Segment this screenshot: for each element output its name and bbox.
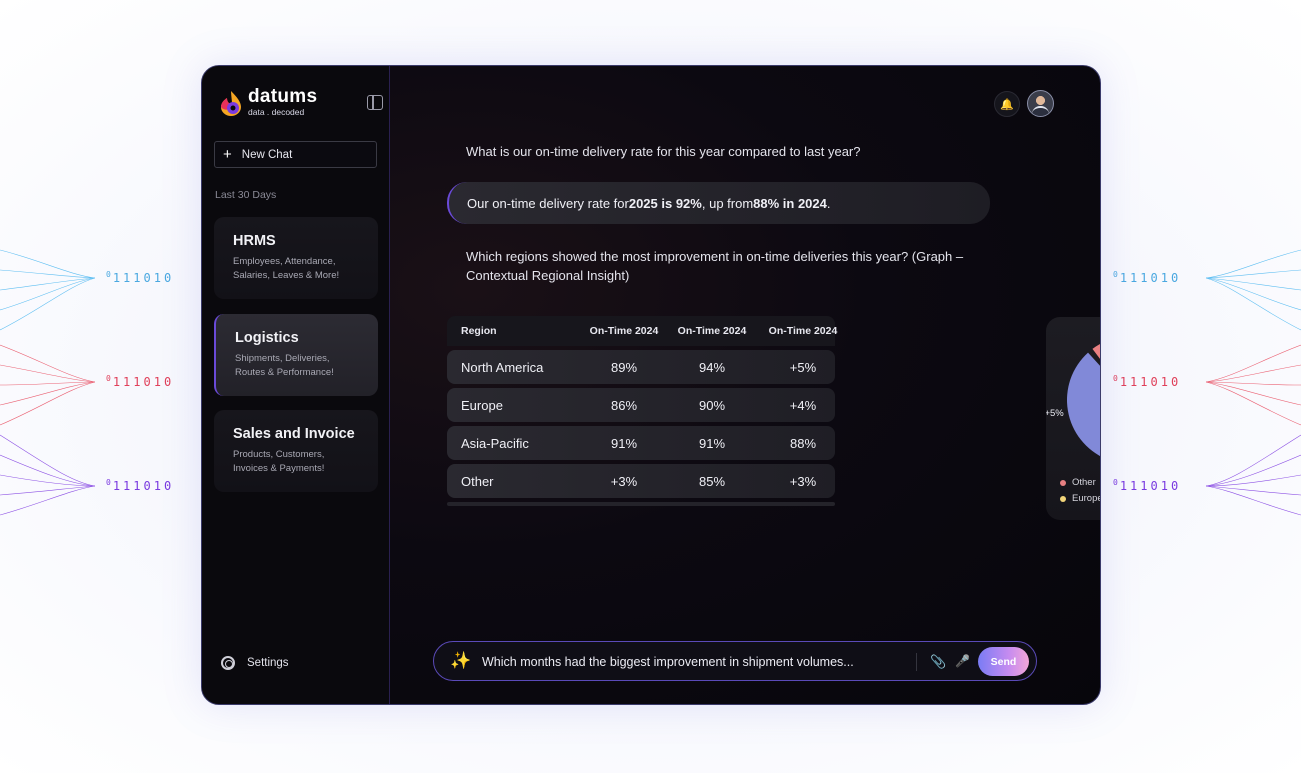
table-cell: 90% [698, 397, 726, 413]
regional-table: Region On-Time 2024 On-Time 2024 On-Time… [447, 316, 837, 506]
avatar[interactable] [1027, 90, 1054, 117]
sidebar-item-hrms[interactable]: HRMS Employees, Attendance, Salaries, Le… [214, 217, 378, 299]
table-header-cell: Region [461, 325, 497, 337]
answer-highlight-2025: 2025 is 92% [628, 195, 702, 211]
legend-swatch [1060, 495, 1066, 502]
sidebar-item-title: Sales and Invoice [233, 426, 355, 442]
send-button[interactable]: Send [978, 647, 1029, 676]
binary-text-right-3: 0111010 [1113, 478, 1182, 493]
table-row: Other +3% 85% +3% [447, 464, 835, 498]
legend-label: Europe [1072, 493, 1101, 504]
app-window: datums data . decoded + New Chat Last 30… [201, 65, 1101, 705]
table-cell: Other [461, 473, 494, 489]
table-cell: 88% [789, 435, 817, 451]
binary-text-right-2: 0111010 [1113, 374, 1182, 389]
chart-legend: OtherAsia PacificEuropeNorth America [1060, 477, 1101, 504]
table-cell: Europe [461, 397, 503, 413]
table-row: Asia-Pacific 91% 91% 88% [447, 426, 835, 460]
plus-icon: + [223, 146, 232, 163]
table-cell: +3% [610, 473, 638, 489]
binary-text-left-3: 0111010 [106, 478, 175, 493]
sidebar-item-desc: Products, Customers, Invoices & Payments… [233, 449, 325, 474]
table-cell: Asia-Pacific [461, 435, 529, 451]
table-header-cell: On-Time 2024 [677, 325, 747, 337]
chat-input[interactable] [482, 652, 902, 672]
assistant-answer: Our on-time delivery rate for 2025 is 92… [447, 182, 990, 224]
table-cell: 86% [610, 397, 638, 413]
settings-button[interactable]: Settings [221, 656, 289, 670]
sidebar-item-desc: Shipments, Deliveries, Routes & Performa… [235, 353, 334, 378]
donut-label-north-america: +5% [1046, 408, 1064, 419]
table-cell: 91% [610, 435, 638, 451]
sidebar-collapse-icon[interactable] [367, 95, 383, 110]
attachment-icon[interactable]: 📎 [930, 654, 947, 669]
donut-chart: +3%+3%+4%+5% [1046, 344, 1100, 456]
divider [916, 653, 917, 671]
donut-slice-other [1092, 344, 1100, 359]
sidebar-item-logistics[interactable]: Logistics Shipments, Deliveries, Routes … [214, 314, 378, 396]
donut-chart-card: +3%+3%+4%+5% OtherAsia PacificEuropeNort… [1046, 317, 1101, 520]
legend-item-other: Other [1060, 477, 1100, 488]
table-scrollbar[interactable] [447, 502, 835, 506]
table-cell: +5% [789, 359, 817, 375]
sidebar-item-desc: Employees, Attendance, Salaries, Leaves … [233, 256, 340, 281]
decorative-fan-right [1205, 249, 1301, 516]
table-row: North America 89% 94% +5% [447, 350, 835, 384]
datums-logo-icon [221, 90, 241, 116]
table-cell: +4% [789, 397, 817, 413]
sidebar-item-title: Logistics [235, 330, 299, 346]
logo-tagline: data . decoded [248, 107, 305, 117]
table-cell: 91% [698, 435, 726, 451]
chat-composer: ✨ 📎 🎤 Send [433, 641, 1037, 681]
table-cell: 85% [698, 473, 726, 489]
gear-icon [221, 656, 235, 670]
binary-text-left-2: 0111010 [106, 374, 175, 389]
table-cell: +3% [789, 473, 817, 489]
user-question-1: What is our on-time delivery rate for th… [466, 144, 861, 159]
logo-title: datums [248, 86, 318, 107]
microphone-icon[interactable]: 🎤 [955, 654, 970, 668]
new-chat-label: New Chat [241, 148, 293, 161]
logo[interactable]: datums data . decoded [220, 86, 318, 117]
table-header-cell: On-Time 2024 [768, 325, 838, 337]
sidebar: datums data . decoded + New Chat Last 30… [202, 66, 390, 704]
table-header-cell: On-Time 2024 [589, 325, 659, 337]
binary-text-right-1: 0111010 [1113, 270, 1182, 285]
legend-label: Other [1072, 477, 1096, 488]
answer-text-post: . [826, 195, 831, 211]
table-cell: 89% [610, 359, 638, 375]
bell-icon[interactable]: 🔔 [994, 91, 1020, 117]
decorative-fan-left [0, 249, 96, 516]
chat-main: 🔔 What is our on-time delivery rate for … [391, 66, 1101, 704]
legend-swatch [1060, 479, 1066, 486]
table-row: Europe 86% 90% +4% [447, 388, 835, 422]
sidebar-item-title: HRMS [233, 233, 276, 249]
user-question-2: Which regions showed the most improvemen… [466, 249, 964, 283]
legend-item-europe: Europe [1060, 493, 1101, 504]
settings-label: Settings [247, 657, 289, 669]
table-header: Region On-Time 2024 On-Time 2024 On-Time… [447, 316, 837, 346]
sparkle-icon: ✨ [450, 651, 472, 670]
sidebar-item-sales-and-invoice[interactable]: Sales and Invoice Products, Customers, I… [214, 410, 378, 492]
answer-text-pre: Our on-time delivery rate for [467, 195, 629, 211]
section-label-last-30-days: Last 30 Days [215, 189, 277, 201]
answer-highlight-2024: 88% in 2024 [753, 195, 827, 211]
donut-slice-north-america [1067, 352, 1100, 456]
answer-text-mid: , up from [701, 195, 754, 211]
binary-text-left-1: 0111010 [106, 270, 175, 285]
table-cell: North America [461, 359, 544, 375]
new-chat-button[interactable]: + New Chat [214, 141, 377, 168]
table-cell: 94% [698, 359, 726, 375]
